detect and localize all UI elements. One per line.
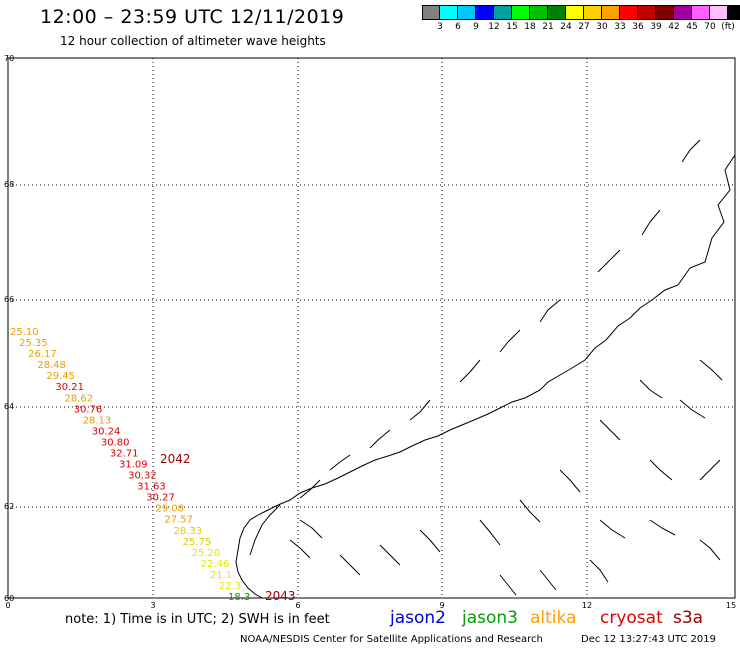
legend-label: 33 bbox=[614, 22, 626, 32]
map-frame bbox=[7, 57, 736, 599]
track-value: 30.27 bbox=[146, 493, 175, 504]
track-value: 31.09 bbox=[119, 460, 148, 471]
legend-swatch bbox=[476, 5, 494, 20]
track-value: 30.24 bbox=[92, 426, 121, 437]
legend-s3a: s3a bbox=[673, 608, 704, 628]
track-value: 30.76 bbox=[74, 404, 103, 415]
time-label: 2042 bbox=[160, 452, 191, 466]
legend-swatch bbox=[512, 5, 530, 20]
track-value: 30.80 bbox=[101, 437, 130, 448]
legend-swatch bbox=[458, 5, 476, 20]
legend-swatch bbox=[494, 5, 512, 20]
legend-label: 21 bbox=[542, 22, 554, 32]
track-value: 29.45 bbox=[46, 371, 75, 382]
map-subtitle: 12 hour collection of altimeter wave hei… bbox=[60, 34, 326, 48]
track-value: 28.48 bbox=[37, 360, 66, 371]
legend-label: 18 bbox=[524, 22, 536, 32]
legend-label: 9 bbox=[473, 22, 479, 32]
legend-label: 3 bbox=[437, 22, 443, 32]
legend-label: 6 bbox=[455, 22, 461, 32]
legend-label: 42 bbox=[668, 22, 680, 32]
track-value: 21.1 bbox=[210, 570, 232, 581]
legend-label: 15 bbox=[506, 22, 518, 32]
legend-swatch bbox=[566, 5, 584, 20]
legend-swatch bbox=[620, 5, 638, 20]
track-value: 26.17 bbox=[28, 349, 57, 360]
generated-timestamp: Dec 12 13:27:43 UTC 2019 bbox=[581, 634, 716, 645]
x-tick: 0 bbox=[5, 601, 10, 610]
y-tick: 68 bbox=[4, 180, 14, 189]
legend-swatch bbox=[638, 5, 656, 20]
legend-swatch bbox=[422, 5, 440, 20]
track-value: 25.10 bbox=[10, 327, 39, 338]
legend-jason3: jason3 bbox=[462, 608, 518, 628]
track-value: 22.3 bbox=[219, 581, 241, 592]
legend-swatch bbox=[548, 5, 566, 20]
legend-swatch bbox=[710, 5, 728, 20]
y-axis-ticks: 70 68 66 64 62 60 bbox=[4, 54, 14, 603]
legend-label: 30 bbox=[596, 22, 608, 32]
legend-swatch bbox=[440, 5, 458, 20]
track-value: 25.75 bbox=[183, 537, 212, 548]
x-axis-ticks: 0 3 6 9 12 15 bbox=[5, 601, 736, 610]
legend-swatch bbox=[656, 5, 674, 20]
track-value: 30.32 bbox=[128, 471, 157, 482]
track-value: 30.21 bbox=[55, 382, 84, 393]
legend-label: 70 bbox=[704, 22, 716, 32]
credit-line: NOAA/NESDIS Center for Satellite Applica… bbox=[240, 634, 543, 645]
legend-swatch bbox=[530, 5, 548, 20]
legend-swatch bbox=[602, 5, 620, 20]
legend-label: 27 bbox=[578, 22, 590, 32]
coastline bbox=[235, 139, 736, 599]
legend-swatch bbox=[584, 5, 602, 20]
altimeter-track: 25.1025.3526.1728.4829.4530.2128.6230.76… bbox=[10, 327, 250, 603]
footer-note: note: 1) Time is in UTC; 2) SWH is in fe… bbox=[65, 612, 330, 627]
track-value: 27.57 bbox=[164, 515, 193, 526]
track-value: 31.63 bbox=[137, 482, 166, 493]
legend-swatch bbox=[692, 5, 710, 20]
legend-label: 24 bbox=[560, 22, 572, 32]
legend-cryosat: cryosat bbox=[600, 608, 663, 628]
x-tick: 12 bbox=[582, 601, 592, 610]
track-value: 29.08 bbox=[155, 504, 184, 515]
track-value: 32.71 bbox=[110, 448, 139, 459]
track-value: 28.62 bbox=[65, 393, 94, 404]
x-tick: 3 bbox=[150, 601, 155, 610]
track-value: 28.33 bbox=[174, 526, 203, 537]
y-tick: 70 bbox=[4, 54, 14, 63]
legend-label: 12 bbox=[488, 22, 500, 32]
track-value: 28.13 bbox=[83, 415, 112, 426]
y-tick: 66 bbox=[4, 295, 14, 304]
track-value: 25.35 bbox=[19, 338, 48, 349]
time-label: 2043 bbox=[265, 589, 296, 603]
legend-label: 39 bbox=[650, 22, 662, 32]
x-tick: 15 bbox=[726, 601, 736, 610]
track-value: 18.3 bbox=[228, 592, 250, 603]
legend-label: 45 bbox=[686, 22, 698, 32]
legend-swatch bbox=[674, 5, 692, 20]
y-tick: 62 bbox=[4, 502, 14, 511]
x-tick: 9 bbox=[439, 601, 444, 610]
legend-swatch bbox=[728, 5, 740, 20]
track-value: 22.46 bbox=[201, 559, 230, 570]
x-tick: 6 bbox=[295, 601, 300, 610]
color-legend bbox=[422, 5, 740, 20]
legend-label: (ft) bbox=[721, 22, 735, 32]
map-grid bbox=[8, 58, 735, 598]
legend-label: 36 bbox=[632, 22, 644, 32]
y-tick: 64 bbox=[4, 402, 14, 411]
y-tick: 60 bbox=[4, 594, 14, 603]
track-value: 25.20 bbox=[192, 548, 221, 559]
map-title: 12:00 – 23:59 UTC 12/11/2019 bbox=[40, 6, 345, 28]
legend-jason2: jason2 bbox=[390, 608, 446, 628]
legend-altika: altika bbox=[530, 608, 577, 628]
